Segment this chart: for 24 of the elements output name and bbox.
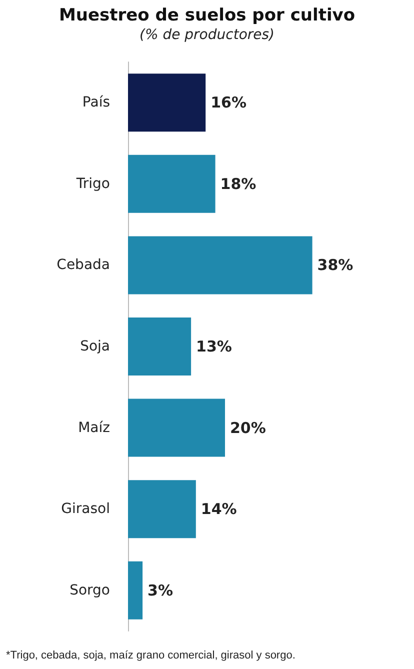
bar [128, 398, 225, 457]
y-tick-label: Trigo [75, 176, 110, 192]
y-tick-label: Girasol [61, 501, 110, 518]
bar [128, 480, 196, 538]
y-tick-label: Sorgo [70, 582, 110, 598]
data-label: 18% [220, 174, 256, 193]
bar [128, 561, 143, 620]
y-tick-label: País [82, 94, 110, 111]
data-label: 20% [230, 418, 266, 437]
chart-title: Muestreo de suelos por cultivo [58, 6, 356, 26]
bar [128, 236, 312, 294]
data-label: 38% [317, 256, 354, 274]
chart-subtitle: (% de productores) [139, 27, 275, 43]
y-tick-label: Soja [80, 338, 110, 354]
bar [128, 74, 206, 132]
bar [128, 318, 192, 376]
data-label: 3% [148, 581, 174, 600]
data-label: 13% [196, 338, 232, 356]
bar [128, 154, 216, 213]
data-label: 16% [210, 94, 247, 112]
y-tick-label: Maíz [78, 420, 110, 436]
data-label: 14% [200, 500, 237, 518]
text: *Trigo, cebada, soja, maíz grano comercial, girasol y sorgo. [6, 650, 296, 662]
y-tick-label: Cebada [56, 257, 110, 274]
